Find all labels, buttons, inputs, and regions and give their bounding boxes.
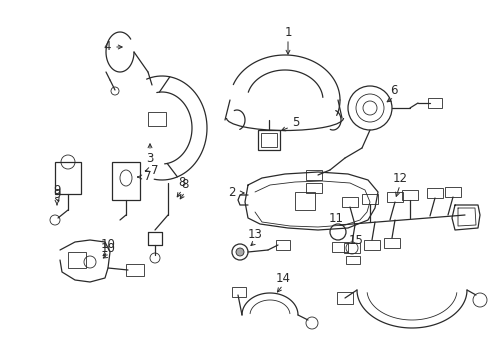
Text: 12: 12 [392,171,407,184]
Bar [112,162,140,200]
Text: 7: 7 [151,163,159,176]
Text: 14: 14 [275,271,290,284]
Text: 13: 13 [247,229,262,242]
Bar [305,183,321,193]
Text: 11: 11 [328,211,343,225]
Text: 1: 1 [284,26,291,39]
Bar [427,98,441,108]
Text: 9: 9 [53,189,61,202]
Bar [401,190,417,200]
Text: 8: 8 [181,179,188,192]
Circle shape [236,248,244,256]
Bar [346,256,359,264]
Bar [294,192,314,210]
Bar [341,197,357,207]
Text: 10: 10 [101,242,115,255]
Bar [55,162,81,194]
Text: 9: 9 [53,184,61,197]
Bar [148,112,165,126]
Bar [336,292,352,304]
Bar [258,130,280,150]
Text: 3: 3 [146,152,153,165]
Bar [68,252,86,268]
Bar [386,192,402,202]
Bar [343,243,359,253]
Bar [305,170,321,180]
Bar [363,240,379,250]
Bar [331,242,347,252]
Bar [361,194,377,204]
Text: 7: 7 [144,171,151,184]
Bar [444,187,460,197]
Text: 10: 10 [101,238,115,252]
Text: 2: 2 [228,186,235,199]
Text: 15: 15 [348,234,363,247]
Text: 8: 8 [178,176,185,189]
Bar [383,238,399,248]
Bar [275,240,289,250]
Bar [231,287,245,297]
Bar [426,188,442,198]
Text: 5: 5 [292,116,299,129]
Bar [126,264,143,276]
Text: 4: 4 [103,40,110,54]
Text: 6: 6 [389,84,397,96]
Bar [261,133,276,147]
